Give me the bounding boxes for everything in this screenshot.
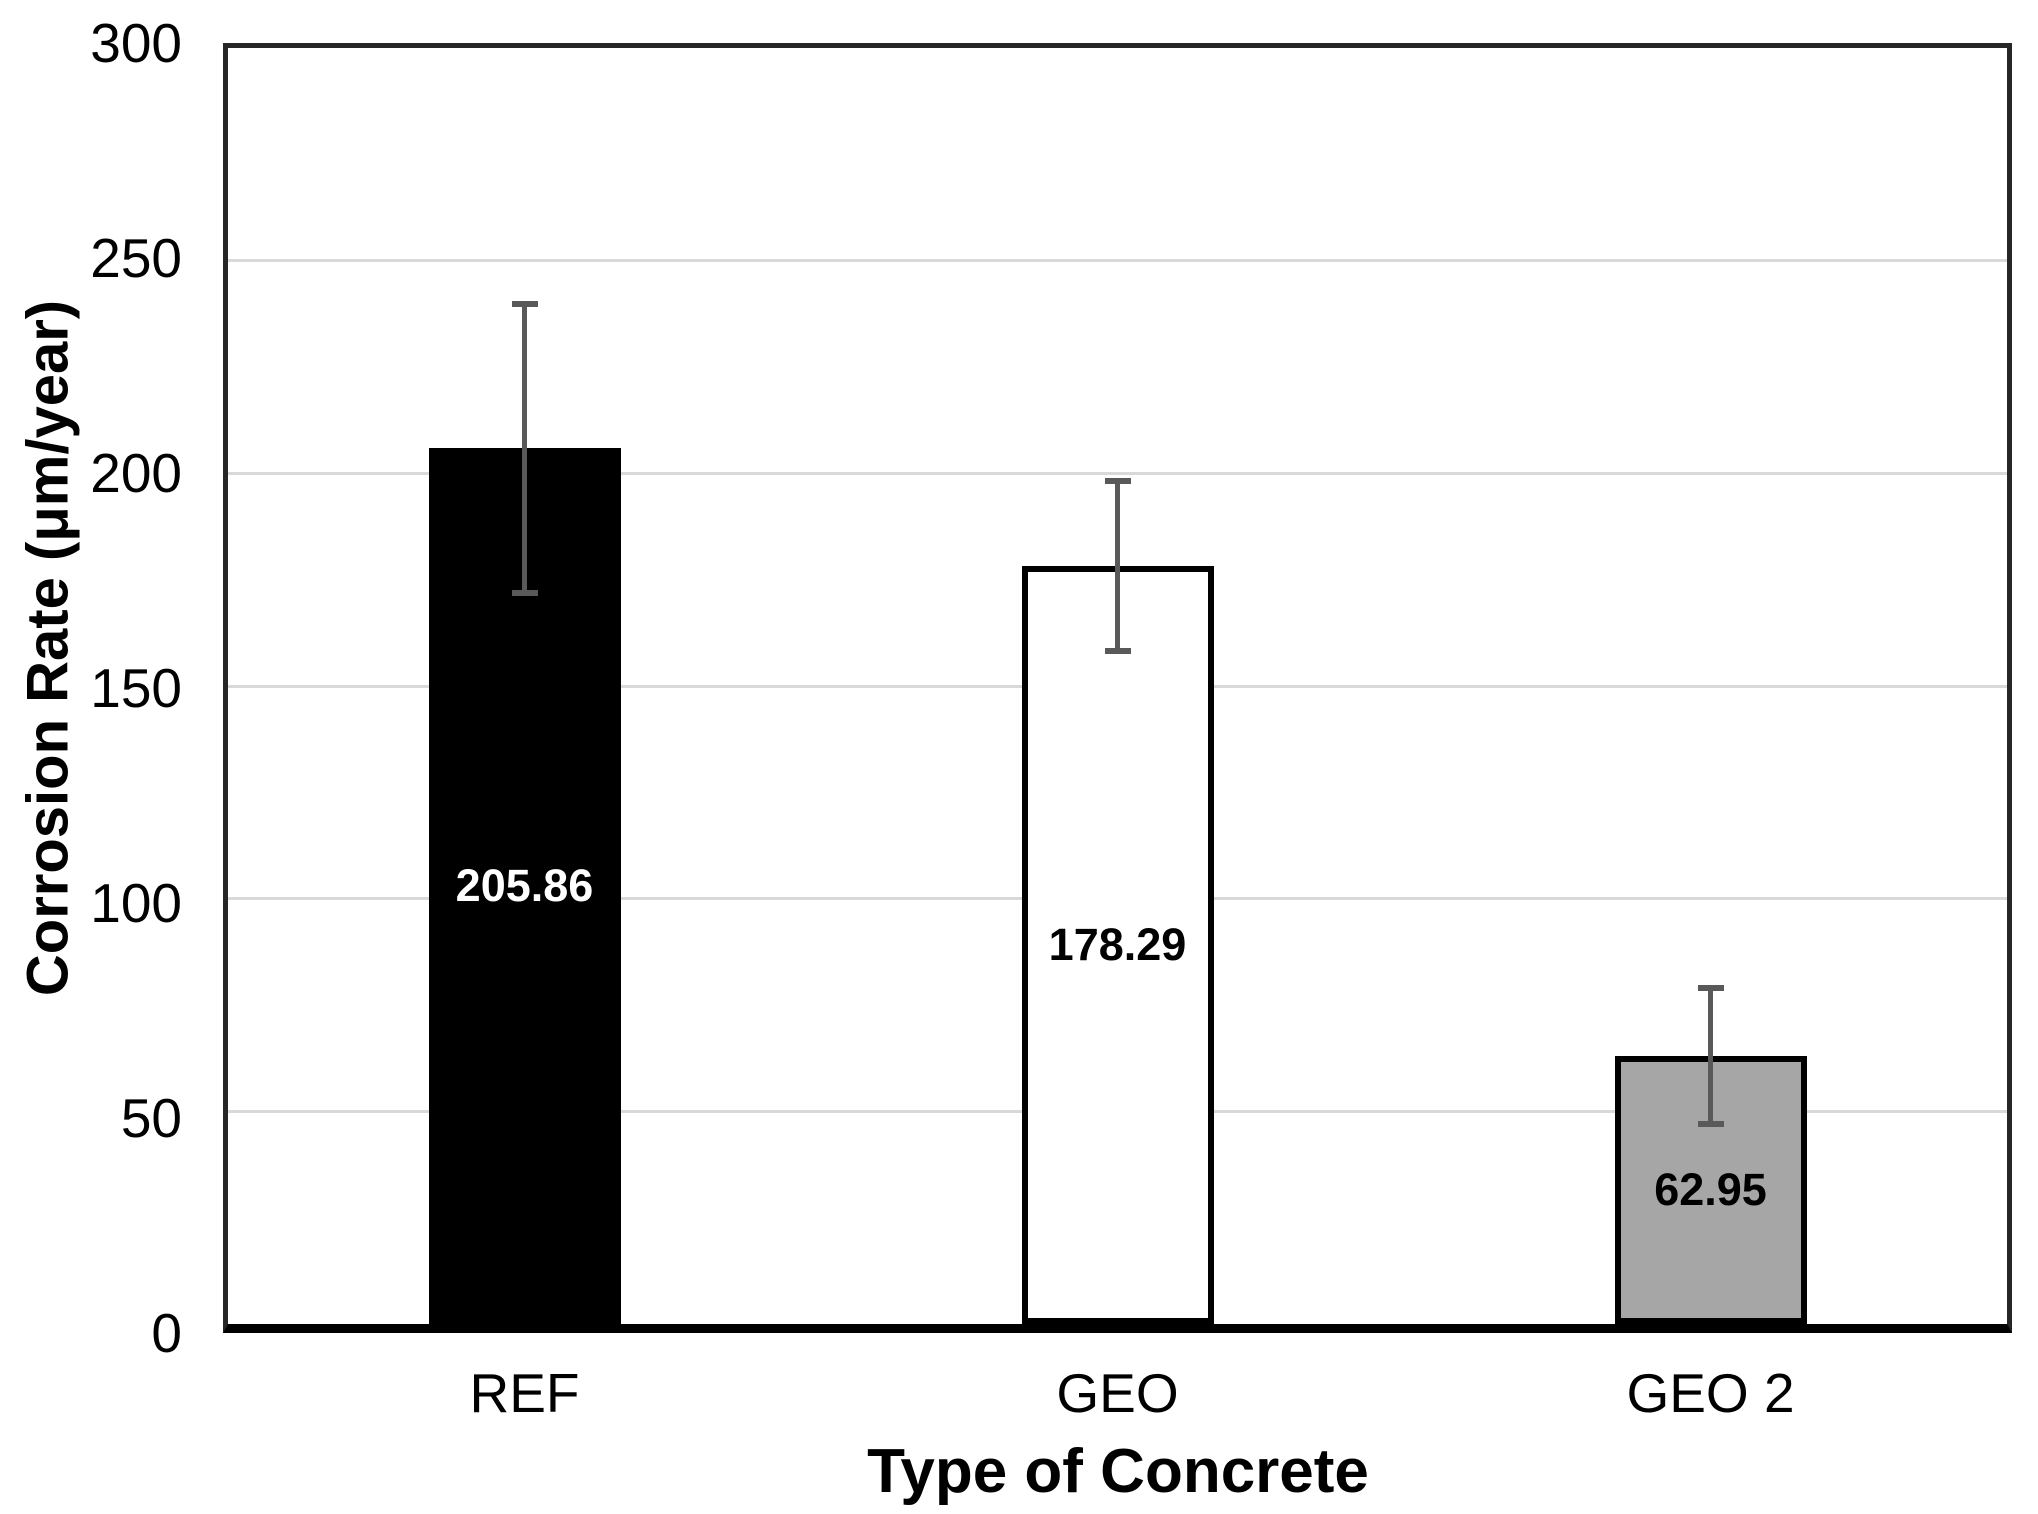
x-tick-label-geo: GEO bbox=[1056, 1362, 1179, 1424]
bar-geo bbox=[1021, 565, 1214, 1324]
y-tick-label-50: 50 bbox=[120, 1087, 182, 1149]
error-bar-cap-bottom-1 bbox=[1104, 647, 1131, 654]
data-label-geo-2: 62.95 bbox=[1654, 1164, 1767, 1216]
y-tick-label-150: 150 bbox=[90, 657, 182, 719]
error-bar-cap-bottom-0 bbox=[511, 590, 538, 597]
y-tick-label-0: 0 bbox=[151, 1302, 182, 1364]
error-bar-cap-top-0 bbox=[511, 300, 538, 307]
error-bar-whisker-geo bbox=[1115, 480, 1120, 651]
x-tick-label-ref: REF bbox=[469, 1362, 580, 1424]
error-bar-cap-top-2 bbox=[1697, 985, 1724, 992]
y-tick-label-250: 250 bbox=[90, 227, 182, 289]
x-axis-title: Type of Concrete bbox=[867, 1437, 1369, 1506]
gridline-200 bbox=[228, 471, 2007, 475]
gridline-250 bbox=[228, 259, 2007, 263]
y-tick-label-300: 300 bbox=[90, 12, 182, 74]
error-bar-cap-bottom-2 bbox=[1697, 1121, 1724, 1128]
data-label-ref: 205.86 bbox=[455, 860, 594, 912]
error-bar-cap-top-1 bbox=[1104, 477, 1131, 484]
plot-area: 205.86 178.29 62.95 bbox=[223, 43, 2012, 1333]
data-label-geo: 178.29 bbox=[1048, 918, 1187, 970]
error-bar-whisker-ref bbox=[522, 303, 527, 593]
y-tick-label-100: 100 bbox=[90, 872, 182, 934]
error-bar-whisker-geo-2 bbox=[1708, 988, 1713, 1125]
y-tick-label-200: 200 bbox=[90, 442, 182, 504]
x-tick-label-geo-2: GEO 2 bbox=[1626, 1362, 1795, 1424]
